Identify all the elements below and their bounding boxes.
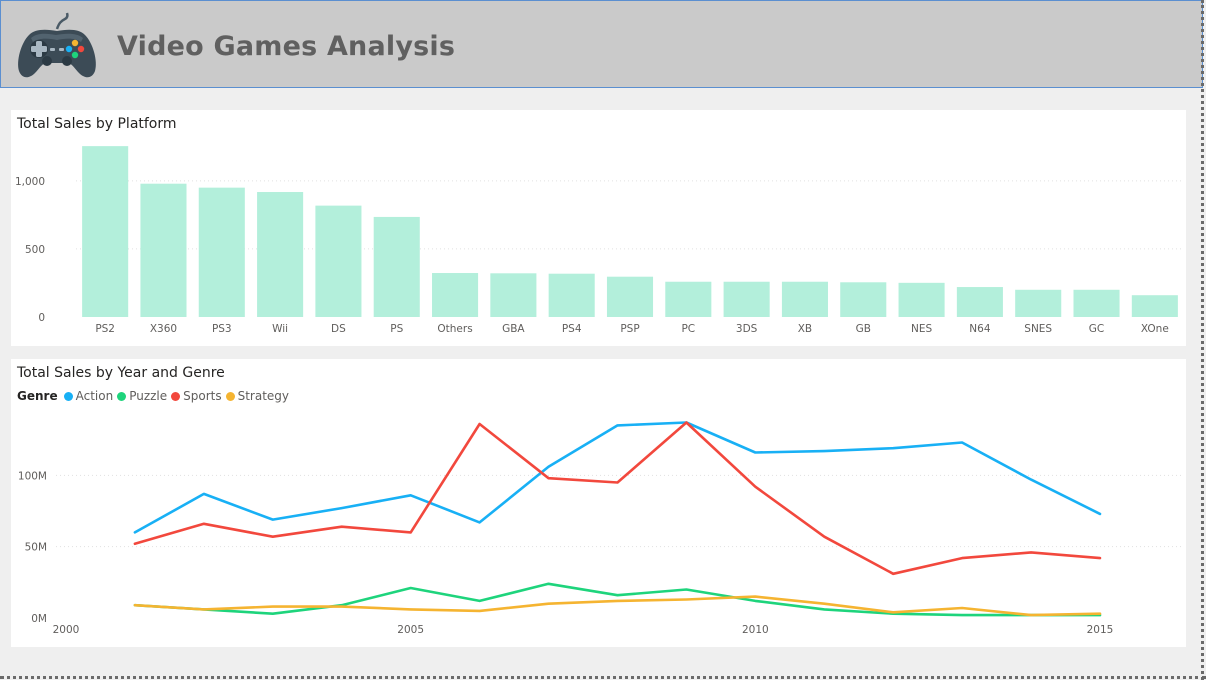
page-title: Video Games Analysis xyxy=(117,31,456,62)
line-y-tick-label: 100M xyxy=(18,470,47,482)
bar-y-tick-label: 1,000 xyxy=(15,176,45,188)
bar-x-tick-label: XB xyxy=(798,323,812,335)
bar-x-tick-label: PS3 xyxy=(212,323,232,335)
bar-ds[interactable] xyxy=(315,205,362,317)
bar-x-tick-label: XOne xyxy=(1141,323,1169,335)
bar-x-tick-label: PS2 xyxy=(95,323,115,335)
gamepad-icon xyxy=(18,12,96,78)
legend-item-strategy[interactable]: Strategy xyxy=(225,389,290,403)
bar-psp[interactable] xyxy=(606,276,654,317)
legend-title: Genre xyxy=(17,389,58,403)
bar-ps2[interactable] xyxy=(82,146,129,317)
genre-legend: Genre Action Puzzle Sports Strategy xyxy=(17,389,293,403)
bar-y-tick-label: 500 xyxy=(25,244,45,256)
bar-xb[interactable] xyxy=(781,281,828,317)
bar-x-tick-label: Others xyxy=(437,323,472,335)
bar-x-tick-label: PS xyxy=(390,323,403,335)
bar-3ds[interactable] xyxy=(723,281,770,317)
legend-label-puzzle: Puzzle xyxy=(129,389,168,403)
series-line-action[interactable] xyxy=(133,421,1102,534)
legend-item-sports[interactable]: Sports xyxy=(171,389,222,403)
legend-item-puzzle[interactable]: Puzzle xyxy=(117,389,167,403)
legend-dot-puzzle xyxy=(117,391,127,401)
bar-x-tick-label: PSP xyxy=(620,323,639,335)
bar-gb[interactable] xyxy=(840,282,887,317)
bar-x-tick-label: SNES xyxy=(1024,323,1052,335)
bar-x-tick-label: GB xyxy=(856,323,871,335)
bar-gba[interactable] xyxy=(490,273,537,317)
legend-label-strategy: Strategy xyxy=(237,389,290,403)
bar-snes[interactable] xyxy=(1015,289,1062,317)
legend-item-action[interactable]: Action xyxy=(63,389,114,403)
series-line-puzzle[interactable] xyxy=(133,582,1102,617)
line-x-tick-label: 2000 xyxy=(53,624,80,636)
legend-dot-strategy xyxy=(225,391,235,401)
bar-x360[interactable] xyxy=(140,183,187,317)
canvas-border-bottom xyxy=(0,676,1206,679)
platform-sales-visual[interactable]: Total Sales by Platform 0 500 1,000 PS2 X360… xyxy=(11,110,1186,346)
series-line-sports[interactable] xyxy=(133,421,1102,576)
bar-ps4[interactable] xyxy=(548,273,595,317)
line-x-tick-label: 2005 xyxy=(397,624,424,636)
bar-wii[interactable] xyxy=(257,192,304,317)
legend-label-action: Action xyxy=(75,389,114,403)
canvas-border-right xyxy=(1201,0,1204,680)
bar-x-tick-label: GBA xyxy=(502,323,525,335)
bar-nes[interactable] xyxy=(898,282,945,317)
bar-ps3[interactable] xyxy=(198,187,245,317)
line-x-tick-label: 2015 xyxy=(1087,624,1114,636)
bar-x-tick-label: PS4 xyxy=(562,323,582,335)
bar-pc[interactable] xyxy=(665,281,712,317)
line-y-tick-label: 0M xyxy=(31,613,47,625)
bar-others[interactable] xyxy=(432,273,479,317)
legend-dot-sports xyxy=(171,391,181,401)
bar-x-tick-label: 3DS xyxy=(736,323,758,335)
genre-line-chart: 0M 50M 100M 2000 2005 2010 2015 xyxy=(18,421,1184,636)
legend-dot-action xyxy=(63,391,73,401)
bar-x-tick-label: X360 xyxy=(150,323,177,335)
bar-ps[interactable] xyxy=(373,216,420,317)
bar-x-tick-label: PC xyxy=(681,323,695,335)
bar-n64[interactable] xyxy=(956,287,1003,317)
line-chart-title: Total Sales by Year and Genre xyxy=(17,365,225,381)
bar-chart-title: Total Sales by Platform xyxy=(17,116,177,132)
bar-x-tick-label: Wii xyxy=(272,323,288,335)
bar-y-tick-label: 0 xyxy=(38,312,45,324)
year-genre-sales-visual[interactable]: Total Sales by Year and Genre Genre Acti… xyxy=(11,359,1186,647)
series-line-strategy[interactable] xyxy=(133,595,1102,617)
line-y-tick-label: 50M xyxy=(25,542,47,554)
line-x-tick-label: 2010 xyxy=(742,624,769,636)
bar-x-tick-label: GC xyxy=(1089,323,1104,335)
bar-xone[interactable] xyxy=(1131,295,1178,317)
legend-label-sports: Sports xyxy=(183,389,222,403)
platform-bar-chart: 0 500 1,000 PS2 X360 PS3 Wii DS PS Others GBA PS4 PS… xyxy=(15,146,1184,335)
bar-x-tick-label: NES xyxy=(911,323,932,335)
report-header: Video Games Analysis xyxy=(0,0,1203,88)
bar-gc[interactable] xyxy=(1073,289,1120,317)
bar-x-tick-label: N64 xyxy=(969,323,991,335)
bar-x-tick-label: DS xyxy=(331,323,346,335)
